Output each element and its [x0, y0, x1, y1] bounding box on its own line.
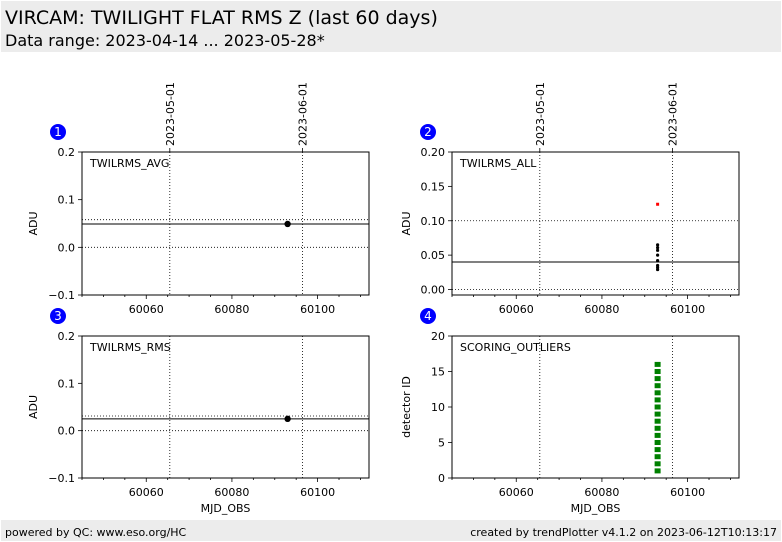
date-tick-label: 2023-06-01: [667, 82, 680, 146]
y-tick-label: −0.1: [48, 289, 75, 302]
scoring-outlier-marker: [654, 418, 661, 424]
date-tick-label: 2023-06-01: [297, 82, 310, 146]
plot-frame: [81, 335, 370, 479]
x-tick-label: 60100: [300, 303, 335, 316]
report-header: VIRCAM: TWILIGHT FLAT RMS Z (last 60 day…: [1, 1, 781, 52]
y-axis-label: ADU: [27, 211, 40, 235]
scoring-outlier-marker: [654, 383, 661, 389]
x-tick-label: 60060: [499, 303, 534, 316]
scoring-outlier-marker: [654, 361, 661, 367]
data-point: [284, 415, 291, 423]
x-tick-label: 60060: [499, 486, 534, 499]
y-tick-label: −0.1: [48, 472, 75, 485]
x-tick-label: 60100: [670, 486, 705, 499]
y-axis-label: detector ID: [400, 376, 413, 438]
data-point: [656, 243, 660, 247]
scoring-outlier-marker: [654, 432, 661, 438]
x-axis-label: MJD_OBS: [201, 502, 251, 515]
x-axis-label: MJD_OBS: [571, 502, 621, 515]
x-tick-label: 60080: [584, 486, 619, 499]
panel-number-badge: [420, 308, 436, 324]
footer-powered-by: powered by QC: www.eso.org/HC: [5, 526, 187, 539]
scoring-outlier-marker: [654, 425, 661, 431]
scoring-outlier-marker: [654, 404, 661, 410]
scoring-outlier-marker: [654, 369, 661, 374]
plot-panel-4: 4 0 5 10 15 20 60060 60080 60100 MJD_OBS detector …: [400, 308, 740, 515]
page-title: VIRCAM: TWILIGHT FLAT RMS Z (last 60 day…: [5, 7, 438, 29]
data-point: [656, 253, 660, 257]
plot-frame: [451, 151, 740, 296]
y-tick-label: 0.15: [421, 180, 446, 193]
data-range-subtitle: Data range: 2023-04-14 ... 2023-05-28*: [5, 31, 325, 50]
panel-number-label: 4: [424, 309, 432, 323]
scoring-outlier-marker: [654, 440, 661, 445]
x-tick-label: 60060: [129, 303, 164, 316]
panel-number-label: 3: [54, 309, 62, 323]
scoring-outlier-marker: [654, 397, 661, 403]
plot-frame: [81, 151, 370, 296]
scoring-outlier-marker: [654, 376, 661, 382]
y-tick-label: 0.2: [58, 146, 76, 159]
y-tick-label: 0.20: [421, 146, 446, 159]
y-axis-label: ADU: [27, 395, 40, 419]
data-point: [284, 220, 291, 228]
footer-created-by: created by trendPlotter v4.1.2 on 2023-0…: [470, 526, 777, 539]
parameter-label: TWILRMS_ALL: [459, 157, 537, 170]
y-tick-label: 0.2: [58, 330, 76, 343]
plot-panel-2: 2 2023-05-01 2023-06-01 0.00 0.05 0.10 0.15 0.2…: [400, 82, 740, 316]
report-footer: powered by QC: www.eso.org/HC created by…: [1, 520, 781, 541]
scoring-outlier-marker: [654, 411, 661, 417]
outlier-point: [656, 202, 660, 206]
plot-frame: [451, 335, 740, 479]
panel-number-badge: [50, 124, 66, 140]
y-tick-label: 0.05: [421, 249, 446, 262]
data-point: [656, 245, 660, 250]
x-tick-label: 60100: [670, 303, 705, 316]
x-tick-label: 60080: [214, 486, 249, 499]
scoring-outlier-marker: [654, 468, 661, 474]
scoring-outlier-marker: [654, 390, 661, 396]
data-point: [656, 259, 660, 263]
parameter-label: SCORING_OUTLIERS: [460, 341, 571, 354]
y-tick-label: 5: [438, 437, 445, 450]
y-tick-label: 0.1: [58, 377, 76, 390]
y-tick-label: 0.0: [58, 241, 76, 254]
y-tick-label: 0.00: [421, 284, 446, 297]
y-axis-label: ADU: [400, 211, 413, 235]
panel-number-label: 1: [54, 125, 62, 139]
x-tick-label: 60080: [214, 303, 249, 316]
parameter-label: TWILRMS_AVG: [89, 157, 169, 170]
date-tick-label: 2023-05-01: [164, 82, 177, 146]
parameter-label: TWILRMS_RMS: [89, 341, 171, 354]
y-tick-label: 20: [431, 330, 445, 343]
y-tick-label: 15: [431, 366, 445, 379]
plot-panel-3: 3 −0.1 0.0 0.1 0.2 60060 60080 60100 MJD_OBS ADU T…: [27, 308, 370, 515]
panel-number-badge: [50, 308, 66, 324]
y-tick-label: 0: [438, 472, 445, 485]
x-tick-label: 60080: [584, 303, 619, 316]
panel-number-badge: [420, 124, 436, 140]
scoring-outlier-marker: [654, 454, 661, 460]
y-tick-label: 0.0: [58, 425, 76, 438]
data-point: [656, 263, 660, 268]
x-tick-label: 60060: [129, 486, 164, 499]
date-tick-label: 2023-05-01: [534, 82, 547, 146]
plot-panel-1: 1 2023-05-01 2023-06-01 −0.1 0.0 0.1 0.2 60060 6…: [27, 82, 370, 316]
scoring-outlier-marker: [654, 461, 661, 467]
panel-number-label: 2: [424, 125, 432, 139]
scoring-outlier-marker: [654, 447, 661, 453]
y-tick-label: 0.1: [58, 194, 76, 207]
data-point: [656, 248, 660, 252]
y-tick-label: 0.10: [421, 215, 446, 228]
x-tick-label: 60100: [300, 486, 335, 499]
y-tick-label: 10: [431, 401, 445, 414]
